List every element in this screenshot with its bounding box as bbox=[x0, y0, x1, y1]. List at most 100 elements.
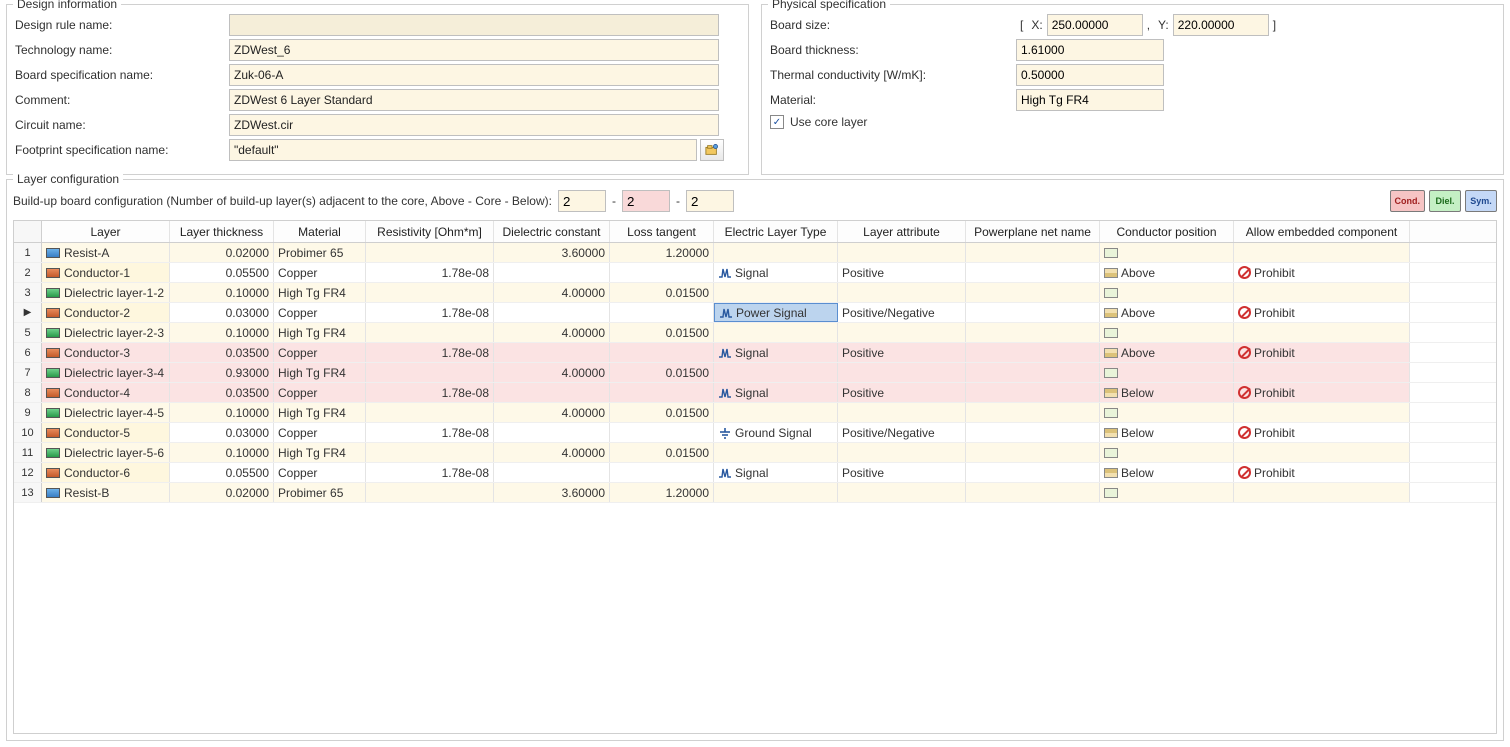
board-size-x-input[interactable] bbox=[1047, 14, 1143, 36]
cell-material[interactable]: High Tg FR4 bbox=[274, 443, 366, 462]
cell-layer[interactable]: Resist-A bbox=[42, 243, 170, 262]
cell-thickness[interactable]: 0.05500 bbox=[170, 263, 274, 282]
board-spec-name-input[interactable] bbox=[229, 64, 719, 86]
cell-layer[interactable]: Conductor-2 bbox=[42, 303, 170, 322]
cell-cpos[interactable]: Below bbox=[1100, 463, 1234, 482]
cell-material[interactable]: Copper bbox=[274, 463, 366, 482]
cell-pnet[interactable] bbox=[966, 243, 1100, 262]
cell-etype[interactable] bbox=[714, 403, 838, 422]
board-thickness-input[interactable] bbox=[1016, 39, 1164, 61]
cell-thickness[interactable]: 0.03000 bbox=[170, 303, 274, 322]
use-core-checkbox[interactable]: ✓ bbox=[770, 115, 784, 129]
cell-cpos[interactable] bbox=[1100, 403, 1234, 422]
cell-cpos[interactable]: Above bbox=[1100, 303, 1234, 322]
table-row[interactable]: 7Dielectric layer-3-40.93000High Tg FR44… bbox=[14, 363, 1496, 383]
cell-cpos[interactable]: Above bbox=[1100, 343, 1234, 362]
cell-cpos[interactable] bbox=[1100, 323, 1234, 342]
cell-etype[interactable] bbox=[714, 283, 838, 302]
cell-thickness[interactable]: 0.10000 bbox=[170, 403, 274, 422]
cell-etype[interactable]: Signal bbox=[714, 263, 838, 282]
cell-material[interactable]: High Tg FR4 bbox=[274, 403, 366, 422]
cell-pnet[interactable] bbox=[966, 343, 1100, 362]
cell-etype[interactable] bbox=[714, 363, 838, 382]
cell-embed[interactable]: Prohibit bbox=[1234, 383, 1410, 402]
material-input[interactable] bbox=[1016, 89, 1164, 111]
cell-resistivity[interactable]: 1.78e-08 bbox=[366, 343, 494, 362]
cell-dielectric[interactable]: 3.60000 bbox=[494, 243, 610, 262]
cell-pnet[interactable] bbox=[966, 403, 1100, 422]
cell-resistivity[interactable] bbox=[366, 443, 494, 462]
cell-attr[interactable] bbox=[838, 363, 966, 382]
cell-loss[interactable] bbox=[610, 263, 714, 282]
cell-pnet[interactable] bbox=[966, 423, 1100, 442]
cell-loss[interactable] bbox=[610, 303, 714, 322]
cell-loss[interactable] bbox=[610, 383, 714, 402]
col-etype[interactable]: Electric Layer Type bbox=[714, 221, 838, 242]
cell-attr[interactable] bbox=[838, 443, 966, 462]
cell-attr[interactable] bbox=[838, 403, 966, 422]
cell-material[interactable]: High Tg FR4 bbox=[274, 363, 366, 382]
table-row[interactable]: 11Dielectric layer-5-60.10000High Tg FR4… bbox=[14, 443, 1496, 463]
cell-dielectric[interactable] bbox=[494, 343, 610, 362]
technology-name-input[interactable] bbox=[229, 39, 719, 61]
cell-attr[interactable] bbox=[838, 483, 966, 502]
cell-layer[interactable]: Conductor-5 bbox=[42, 423, 170, 442]
cell-cpos[interactable] bbox=[1100, 363, 1234, 382]
cell-loss[interactable]: 0.01500 bbox=[610, 443, 714, 462]
row-number[interactable]: 8 bbox=[14, 383, 42, 402]
table-row[interactable]: ▶Conductor-20.03000Copper1.78e-08Power S… bbox=[14, 303, 1496, 323]
cell-dielectric[interactable] bbox=[494, 423, 610, 442]
board-size-y-input[interactable] bbox=[1173, 14, 1269, 36]
cell-cpos[interactable]: Below bbox=[1100, 383, 1234, 402]
cell-material[interactable]: High Tg FR4 bbox=[274, 283, 366, 302]
cell-material[interactable]: Probimer 65 bbox=[274, 243, 366, 262]
cell-embed[interactable] bbox=[1234, 243, 1410, 262]
cell-etype[interactable]: Signal bbox=[714, 463, 838, 482]
cell-attr[interactable] bbox=[838, 323, 966, 342]
cell-layer[interactable]: Conductor-3 bbox=[42, 343, 170, 362]
col-loss[interactable]: Loss tangent bbox=[610, 221, 714, 242]
cell-dielectric[interactable] bbox=[494, 263, 610, 282]
cell-pnet[interactable] bbox=[966, 323, 1100, 342]
cell-embed[interactable] bbox=[1234, 483, 1410, 502]
add-dielectric-button[interactable]: Diel. bbox=[1429, 190, 1461, 212]
cell-dielectric[interactable]: 4.00000 bbox=[494, 403, 610, 422]
design-rule-name-input[interactable] bbox=[229, 14, 719, 36]
cell-cpos[interactable]: Above bbox=[1100, 263, 1234, 282]
cell-thickness[interactable]: 0.93000 bbox=[170, 363, 274, 382]
symmetry-button[interactable]: Sym. bbox=[1465, 190, 1497, 212]
circuit-name-input[interactable] bbox=[229, 114, 719, 136]
cell-loss[interactable] bbox=[610, 463, 714, 482]
cell-dielectric[interactable]: 3.60000 bbox=[494, 483, 610, 502]
cell-thickness[interactable]: 0.02000 bbox=[170, 243, 274, 262]
col-attr[interactable]: Layer attribute bbox=[838, 221, 966, 242]
col-embed[interactable]: Allow embedded component bbox=[1234, 221, 1410, 242]
cell-dielectric[interactable] bbox=[494, 303, 610, 322]
cell-thickness[interactable]: 0.02000 bbox=[170, 483, 274, 502]
table-row[interactable]: 6Conductor-30.03500Copper1.78e-08SignalP… bbox=[14, 343, 1496, 363]
cell-pnet[interactable] bbox=[966, 283, 1100, 302]
cell-embed[interactable]: Prohibit bbox=[1234, 343, 1410, 362]
cell-embed[interactable]: Prohibit bbox=[1234, 423, 1410, 442]
cell-embed[interactable] bbox=[1234, 283, 1410, 302]
cell-cpos[interactable] bbox=[1100, 243, 1234, 262]
cell-resistivity[interactable] bbox=[366, 283, 494, 302]
cell-attr[interactable]: Positive bbox=[838, 263, 966, 282]
cell-dielectric[interactable]: 4.00000 bbox=[494, 363, 610, 382]
cell-resistivity[interactable]: 1.78e-08 bbox=[366, 423, 494, 442]
cell-thickness[interactable]: 0.03500 bbox=[170, 383, 274, 402]
cell-layer[interactable]: Resist-B bbox=[42, 483, 170, 502]
row-number[interactable]: 10 bbox=[14, 423, 42, 442]
cell-loss[interactable]: 1.20000 bbox=[610, 243, 714, 262]
cell-loss[interactable]: 0.01500 bbox=[610, 323, 714, 342]
table-row[interactable]: 13Resist-B0.02000Probimer 653.600001.200… bbox=[14, 483, 1496, 503]
cell-dielectric[interactable]: 4.00000 bbox=[494, 443, 610, 462]
table-row[interactable]: 3Dielectric layer-1-20.10000High Tg FR44… bbox=[14, 283, 1496, 303]
row-number[interactable]: 9 bbox=[14, 403, 42, 422]
row-number[interactable]: 2 bbox=[14, 263, 42, 282]
cell-resistivity[interactable]: 1.78e-08 bbox=[366, 383, 494, 402]
cell-dielectric[interactable]: 4.00000 bbox=[494, 283, 610, 302]
cell-resistivity[interactable]: 1.78e-08 bbox=[366, 303, 494, 322]
cell-embed[interactable] bbox=[1234, 363, 1410, 382]
row-number[interactable]: ▶ bbox=[14, 303, 42, 322]
